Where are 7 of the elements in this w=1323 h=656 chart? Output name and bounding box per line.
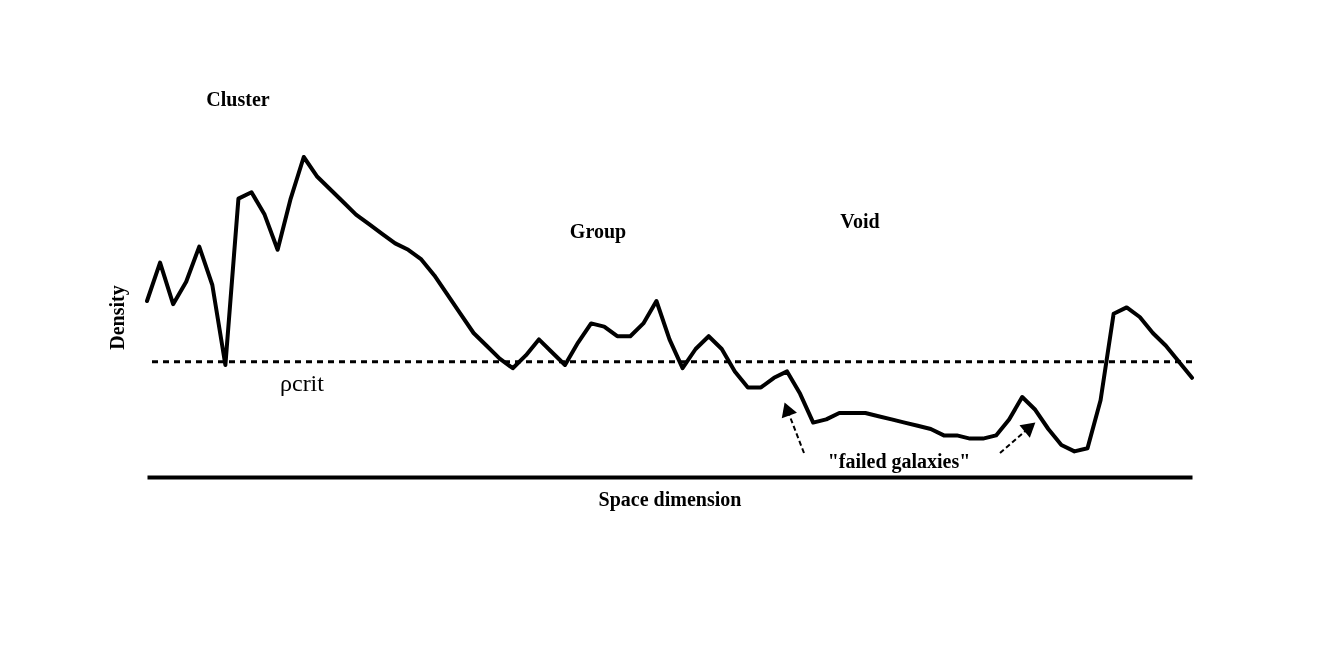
y-axis-title: Density (105, 285, 129, 350)
annotation: Void (840, 210, 880, 232)
ref-line-label: ρcrit (280, 369, 325, 396)
text: Cluster (206, 88, 270, 110)
annotation: "failed galaxies" (827, 450, 971, 473)
annotation: Group (569, 220, 627, 243)
x-axis-title: Space dimension (598, 487, 742, 511)
